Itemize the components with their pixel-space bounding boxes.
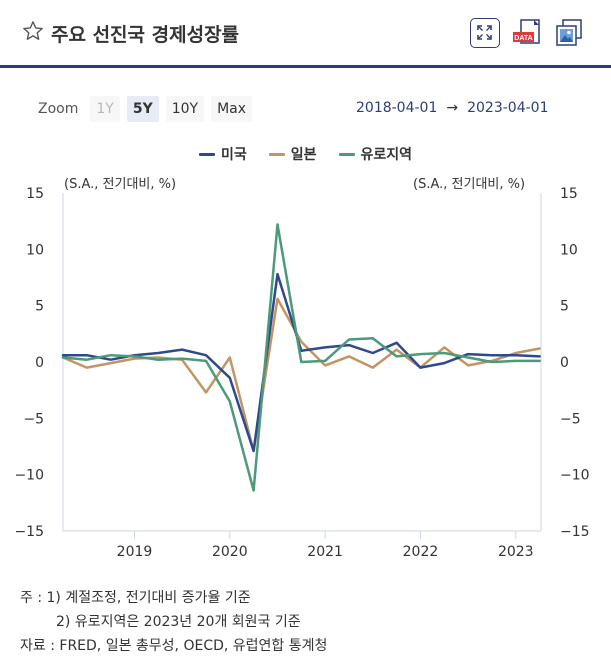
y-tick-label-right: 10 bbox=[560, 242, 578, 258]
data-badge: DATA bbox=[514, 35, 532, 42]
y-tick-label-left: 5 bbox=[35, 299, 44, 315]
y-tick-label-left: 10 bbox=[26, 242, 44, 258]
x-tick-label: 2023 bbox=[498, 544, 534, 560]
x-tick-label: 2022 bbox=[403, 544, 439, 560]
note-prefix: 주 : bbox=[20, 590, 43, 606]
y-tick-label-left: −10 bbox=[14, 468, 44, 484]
page-title: 주요 선진국 경제성장률 bbox=[51, 24, 240, 46]
star-icon[interactable] bbox=[22, 20, 44, 42]
y-tick-label-right: −10 bbox=[560, 468, 590, 484]
zoom-max-button[interactable]: Max bbox=[211, 96, 253, 122]
y-tick-label-right: 15 bbox=[560, 186, 578, 202]
legend-swatch-us bbox=[198, 152, 215, 156]
source-prefix: 자료 : bbox=[20, 638, 55, 654]
legend-label-euro: 유로지역 bbox=[360, 147, 413, 163]
y-tick-label-left: 0 bbox=[35, 355, 44, 371]
zoom-1y-button[interactable]: 1Y bbox=[90, 96, 120, 122]
footnotes: 주 : 1) 계절조정, 전기대비 증가율 기준 2) 유로지역은 2023년 … bbox=[20, 586, 327, 658]
x-tick-label: 2020 bbox=[212, 544, 248, 560]
y-tick-label-right: 0 bbox=[560, 355, 569, 371]
y-tick-label-right: 5 bbox=[560, 299, 569, 315]
zoom-controls: Zoom 1Y 5Y 10Y Max bbox=[38, 96, 259, 122]
note-line-2: 2) 유로지역은 2023년 20개 회원국 기준 bbox=[20, 610, 327, 634]
legend-swatch-japan bbox=[268, 152, 285, 156]
image-download-icon bbox=[556, 19, 582, 46]
legend-label-japan: 일본 bbox=[290, 147, 317, 163]
legend-label-us: 미국 bbox=[220, 147, 247, 163]
image-download-button[interactable] bbox=[554, 18, 584, 48]
source-line: 자료 : FRED, 일본 총무성, OECD, 유럽연합 통계청 bbox=[20, 634, 327, 658]
note-item-1: 1) 계절조정, 전기대비 증가율 기준 bbox=[46, 590, 251, 606]
y-tick-label-left: −15 bbox=[14, 524, 44, 540]
note-line-1: 주 : 1) 계절조정, 전기대비 증가율 기준 bbox=[20, 586, 327, 610]
series-line-japan bbox=[61, 297, 541, 453]
legend-item-japan[interactable]: 일본 bbox=[268, 144, 317, 164]
chart-header: 주요 선진국 경제성장률 DATA bbox=[0, 0, 611, 68]
chart-legend: 미국 일본 유로지역 bbox=[0, 144, 611, 164]
range-from[interactable]: 2018-04-01 bbox=[356, 100, 438, 116]
fullscreen-icon bbox=[477, 25, 492, 40]
source-text: FRED, 일본 총무성, OECD, 유럽연합 통계청 bbox=[59, 638, 328, 654]
legend-swatch-euro bbox=[338, 152, 355, 156]
x-tick-label: 2021 bbox=[307, 544, 343, 560]
y-axis-label-right: (S.A., 전기대비, %) bbox=[413, 177, 526, 192]
data-download-icon: DATA bbox=[513, 19, 540, 44]
date-range: 2018-04-01 → 2023-04-01 bbox=[356, 100, 548, 116]
growth-line-chart: 15 15 10 10 5 5 0 0 −5 −5 −10 −10 −15 −15 2019 2020 2021… bbox=[14, 186, 590, 560]
range-arrow: → bbox=[446, 100, 459, 116]
y-tick-label-left: 15 bbox=[26, 186, 44, 202]
y-tick-label-right: −15 bbox=[560, 524, 590, 540]
x-tick-label: 2019 bbox=[117, 544, 153, 560]
series-line-euro bbox=[61, 223, 541, 492]
y-axis-label-left: (S.A., 전기대비, %) bbox=[64, 177, 177, 192]
y-tick-label-left: −5 bbox=[23, 411, 44, 427]
zoom-10y-button[interactable]: 10Y bbox=[165, 96, 205, 122]
range-to[interactable]: 2023-04-01 bbox=[467, 100, 549, 116]
zoom-5y-button[interactable]: 5Y bbox=[126, 96, 159, 122]
data-download-button[interactable]: DATA bbox=[512, 18, 542, 48]
y-tick-label-right: −5 bbox=[560, 411, 581, 427]
note-item-2: 2) 유로지역은 2023년 20개 회원국 기준 bbox=[56, 614, 301, 630]
legend-item-us[interactable]: 미국 bbox=[198, 144, 247, 164]
legend-item-euro[interactable]: 유로지역 bbox=[338, 144, 413, 164]
fullscreen-button[interactable] bbox=[470, 18, 500, 48]
zoom-label: Zoom bbox=[38, 101, 79, 117]
